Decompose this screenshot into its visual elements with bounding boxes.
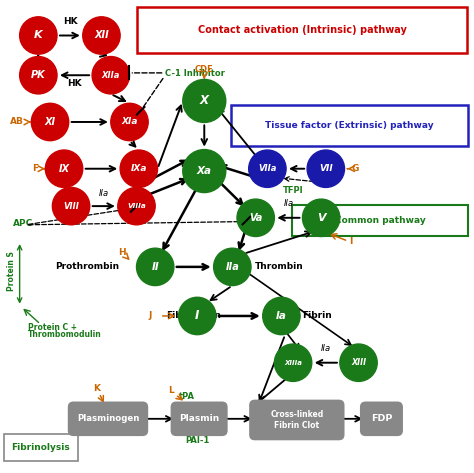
Circle shape: [31, 103, 69, 140]
Text: IIa: IIa: [321, 344, 331, 353]
Text: I: I: [195, 309, 200, 323]
Circle shape: [137, 248, 174, 286]
Circle shape: [263, 297, 300, 335]
Text: Contact activation (Intrinsic) pathway: Contact activation (Intrinsic) pathway: [198, 26, 407, 35]
FancyBboxPatch shape: [292, 205, 468, 236]
Text: Ia: Ia: [276, 311, 287, 321]
Circle shape: [179, 297, 216, 335]
Text: VIIIa: VIIIa: [127, 203, 146, 209]
Text: XIIa: XIIa: [101, 71, 120, 80]
Text: Cross-linked
Fibrin Clot: Cross-linked Fibrin Clot: [270, 410, 323, 429]
Text: tPA: tPA: [179, 392, 194, 401]
Circle shape: [302, 199, 340, 236]
Text: Plasmin: Plasmin: [179, 414, 219, 423]
Circle shape: [183, 149, 226, 193]
Text: XIa: XIa: [121, 117, 138, 126]
Circle shape: [237, 199, 274, 236]
Text: IIa: IIa: [99, 189, 109, 198]
Text: IIa: IIa: [283, 200, 293, 209]
FancyBboxPatch shape: [231, 105, 468, 146]
Text: Va: Va: [249, 213, 263, 223]
FancyBboxPatch shape: [4, 434, 78, 461]
Circle shape: [340, 344, 377, 381]
Circle shape: [307, 150, 345, 187]
Text: VIII: VIII: [63, 201, 79, 210]
Text: VIIa: VIIa: [258, 164, 276, 173]
Text: K: K: [34, 30, 43, 41]
Text: HK: HK: [63, 17, 77, 26]
Text: Fibrinolysis: Fibrinolysis: [11, 443, 70, 452]
Text: XII: XII: [94, 30, 109, 41]
Circle shape: [19, 57, 57, 94]
Text: PK: PK: [31, 70, 46, 80]
Text: FDP: FDP: [371, 414, 392, 423]
FancyBboxPatch shape: [360, 402, 403, 436]
Circle shape: [249, 150, 286, 187]
Text: VII: VII: [319, 164, 333, 173]
Text: Common pathway: Common pathway: [335, 216, 425, 225]
Text: V: V: [317, 213, 326, 223]
FancyBboxPatch shape: [68, 402, 148, 436]
Text: Thrombin: Thrombin: [255, 262, 303, 271]
Text: J: J: [149, 311, 152, 321]
Circle shape: [214, 248, 251, 286]
Text: PAI-1: PAI-1: [185, 436, 210, 445]
Circle shape: [92, 57, 129, 94]
Text: HK: HK: [67, 79, 82, 88]
Text: XIII: XIII: [351, 358, 366, 367]
Text: X: X: [200, 95, 209, 107]
Text: Plasminogen: Plasminogen: [77, 414, 139, 423]
Text: Fibrinogen: Fibrinogen: [166, 311, 221, 320]
Circle shape: [118, 187, 155, 225]
FancyBboxPatch shape: [249, 400, 345, 440]
Text: I: I: [349, 236, 353, 245]
Text: Protein C +: Protein C +: [27, 323, 77, 332]
Text: Thrombomodulin: Thrombomodulin: [27, 330, 101, 339]
Text: XIIIa: XIIIa: [284, 359, 302, 366]
FancyBboxPatch shape: [137, 7, 467, 53]
Text: TFPI: TFPI: [283, 186, 303, 195]
Text: C-1 Inhibitor: C-1 Inhibitor: [164, 70, 224, 79]
Text: Tissue factor (Extrinsic) pathway: Tissue factor (Extrinsic) pathway: [265, 121, 434, 130]
Text: IX: IX: [58, 164, 70, 174]
Text: G: G: [352, 164, 359, 173]
Text: H: H: [118, 248, 125, 257]
Text: XI: XI: [45, 117, 55, 127]
Circle shape: [183, 79, 226, 123]
Text: CDE: CDE: [195, 65, 214, 74]
Text: Protein S: Protein S: [7, 252, 16, 291]
Circle shape: [111, 103, 148, 140]
Text: APC: APC: [13, 219, 33, 228]
Circle shape: [83, 17, 120, 54]
Circle shape: [120, 150, 157, 187]
Circle shape: [274, 344, 312, 381]
Text: II: II: [151, 262, 159, 272]
FancyBboxPatch shape: [171, 402, 228, 436]
Circle shape: [46, 150, 83, 187]
Text: IXa: IXa: [130, 164, 147, 173]
Text: K: K: [93, 384, 100, 393]
Text: Xa: Xa: [197, 166, 212, 176]
Circle shape: [52, 187, 90, 225]
Text: F: F: [32, 164, 38, 173]
Text: AB: AB: [10, 117, 24, 126]
Text: IIa: IIa: [226, 262, 239, 272]
Circle shape: [19, 17, 57, 54]
Text: Prothrombin: Prothrombin: [55, 262, 119, 271]
Text: Fibrin: Fibrin: [302, 311, 332, 321]
Text: L: L: [168, 386, 173, 395]
